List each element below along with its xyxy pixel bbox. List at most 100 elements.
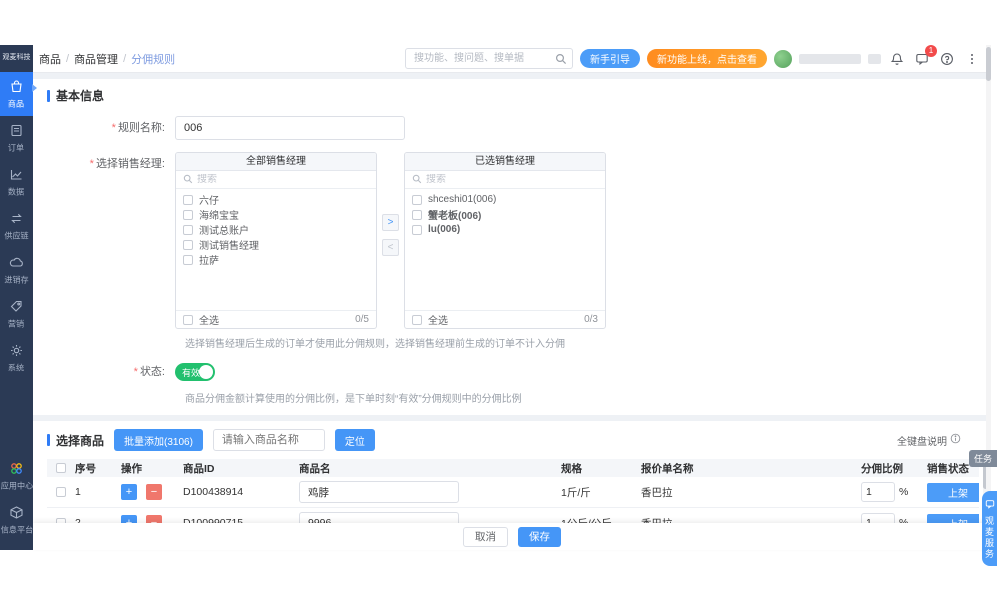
batch-add-button[interactable]: 批量添加(3106) <box>114 429 203 451</box>
manager-item-label: 六仔 <box>199 196 219 207</box>
add-row-button[interactable]: + <box>121 484 137 500</box>
move-left-button[interactable]: < <box>382 239 399 256</box>
select-all-checkbox[interactable] <box>412 314 422 325</box>
sidebar-item-data[interactable]: 数据 <box>0 160 33 204</box>
line-chart-icon <box>9 167 24 182</box>
selected-managers-search-input[interactable] <box>426 174 598 185</box>
select-all-checkbox[interactable] <box>183 314 193 325</box>
breadcrumb-separator: / <box>123 52 127 65</box>
product-name-input[interactable] <box>299 512 459 523</box>
more-menu-icon[interactable] <box>963 50 981 68</box>
sidebar-item-system[interactable]: 系统 <box>0 336 33 380</box>
manager-item[interactable]: lu(006) <box>405 222 605 237</box>
manager-item[interactable]: 测试总账户 <box>176 222 376 237</box>
global-search-input[interactable] <box>405 48 573 69</box>
manager-item-label: 测试总账户 <box>199 226 249 237</box>
checkbox[interactable] <box>183 254 193 265</box>
product-table: 序号 操作 商品ID 商品名 规格 报价单名称 分佣比例 销售状态 <box>47 459 979 523</box>
app-window: 观麦科技 商品 订单 数据 供应链 进销存 <box>0 44 991 550</box>
breadcrumb-separator: / <box>66 52 70 65</box>
manager-item[interactable]: 海绵宝宝 <box>176 207 376 222</box>
avatar[interactable] <box>774 49 792 68</box>
select-all-label: 全选 <box>199 316 219 327</box>
search-icon[interactable] <box>555 52 567 70</box>
selected-managers-list: shceshi01(006) 蟹老板(006) lu(006) <box>405 189 605 310</box>
select-all-checkbox[interactable] <box>56 463 66 473</box>
selected-managers-search <box>405 171 605 189</box>
manager-item[interactable]: 拉萨 <box>176 252 376 267</box>
sidebar-item-app-center[interactable]: 应用中心 <box>0 454 33 498</box>
sidebar-item-orders[interactable]: 订单 <box>0 116 33 160</box>
quote-name: 香巴拉 <box>641 486 673 499</box>
page-scrollbar[interactable] <box>986 45 991 550</box>
content: 基本信息 *规则名称: *选择销售经理: <box>33 73 991 523</box>
col-index: 序号 <box>75 462 96 475</box>
col-product-name: 商品名 <box>299 462 331 475</box>
sales-manager-label: * 选择销售经理: <box>89 158 165 170</box>
rule-name-input[interactable] <box>175 116 405 140</box>
ratio-input[interactable] <box>861 513 895 523</box>
sidebar-item-goods[interactable]: 商品 <box>0 72 37 116</box>
checkbox[interactable] <box>412 224 422 235</box>
new-feature-button[interactable]: 新功能上线，点击查看 <box>647 49 767 68</box>
manager-item[interactable]: 六仔 <box>176 192 376 207</box>
cancel-button[interactable]: 取消 <box>463 526 508 547</box>
service-float-button[interactable]: 观麦服务 <box>982 491 997 566</box>
delete-row-button[interactable]: − <box>146 515 162 523</box>
product-name-input[interactable] <box>299 481 459 503</box>
sidebar-item-marketing[interactable]: 营销 <box>0 292 33 336</box>
checkbox[interactable] <box>412 194 422 205</box>
rule-name-row: * 规则名称: <box>47 116 977 140</box>
manager-item[interactable]: 测试销售经理 <box>176 237 376 252</box>
all-managers-title: 全部销售经理 <box>176 153 376 171</box>
sidebar-item-supply-chain[interactable]: 供应链 <box>0 204 33 248</box>
manager-item-label: lu(006) <box>428 224 461 235</box>
breadcrumb-goods-management[interactable]: 商品管理 <box>74 53 119 66</box>
manager-item-label: 海绵宝宝 <box>199 211 239 222</box>
ratio-input[interactable] <box>861 482 895 502</box>
checkbox[interactable] <box>183 224 193 235</box>
selected-managers-footer: 全选 0/3 <box>405 310 605 328</box>
keyboard-help-label: 全键盘说明 <box>897 436 947 448</box>
product-name-search-input[interactable] <box>212 429 325 451</box>
sidebar-item-inventory[interactable]: 进销存 <box>0 248 33 292</box>
message-icon[interactable]: 1 <box>913 44 937 68</box>
beginner-guide-button[interactable]: 新手引导 <box>580 49 640 68</box>
manager-item[interactable]: 蟹老板(006) <box>405 207 605 222</box>
sidebar-item-info-platform[interactable]: 信息平台 <box>0 498 33 550</box>
save-button[interactable]: 保存 <box>518 526 561 547</box>
delete-row-button[interactable]: − <box>146 484 162 500</box>
on-sale-button[interactable]: 上架 <box>927 513 979 523</box>
basic-info-section: 基本信息 *规则名称: *选择销售经理: <box>33 79 991 415</box>
add-row-button[interactable]: + <box>121 515 137 523</box>
select-all-label: 全选 <box>428 316 448 327</box>
manager-item[interactable]: shceshi01(006) <box>405 192 605 207</box>
gear-icon <box>9 343 24 358</box>
row-checkbox[interactable] <box>56 487 66 497</box>
checkbox[interactable] <box>183 239 193 250</box>
task-float-tab[interactable]: 任务 <box>968 450 997 467</box>
tag-icon <box>9 299 24 314</box>
all-managers-search-input[interactable] <box>197 174 369 185</box>
row-index: 1 <box>75 486 81 498</box>
row-checkbox[interactable] <box>56 518 66 523</box>
breadcrumb-goods[interactable]: 商品 <box>39 53 61 66</box>
move-right-button[interactable]: > <box>382 214 399 231</box>
shopping-bag-icon <box>9 79 24 94</box>
keyboard-help[interactable]: 全键盘说明 <box>897 433 979 448</box>
notification-bell-icon[interactable] <box>888 50 906 68</box>
row-index: 2 <box>75 517 81 523</box>
manager-item-label: shceshi01(006) <box>428 194 497 205</box>
checkbox[interactable] <box>183 209 193 220</box>
table-row: 1 + − D100438914 1斤/斤 香巴拉 <box>47 477 979 508</box>
section-title-text: 选择商品 <box>56 433 105 448</box>
product-spec: 1公斤/公斤 <box>561 516 641 524</box>
on-sale-button[interactable]: 上架 <box>927 482 979 502</box>
page-scrollbar-thumb[interactable] <box>986 47 991 81</box>
checkbox[interactable] <box>412 209 422 220</box>
status-toggle[interactable]: 有效 <box>175 363 215 381</box>
help-icon[interactable] <box>938 50 956 68</box>
locate-button[interactable]: 定位 <box>334 429 375 451</box>
checkbox[interactable] <box>183 194 193 205</box>
table-scrollbar-thumb[interactable] <box>983 461 988 489</box>
